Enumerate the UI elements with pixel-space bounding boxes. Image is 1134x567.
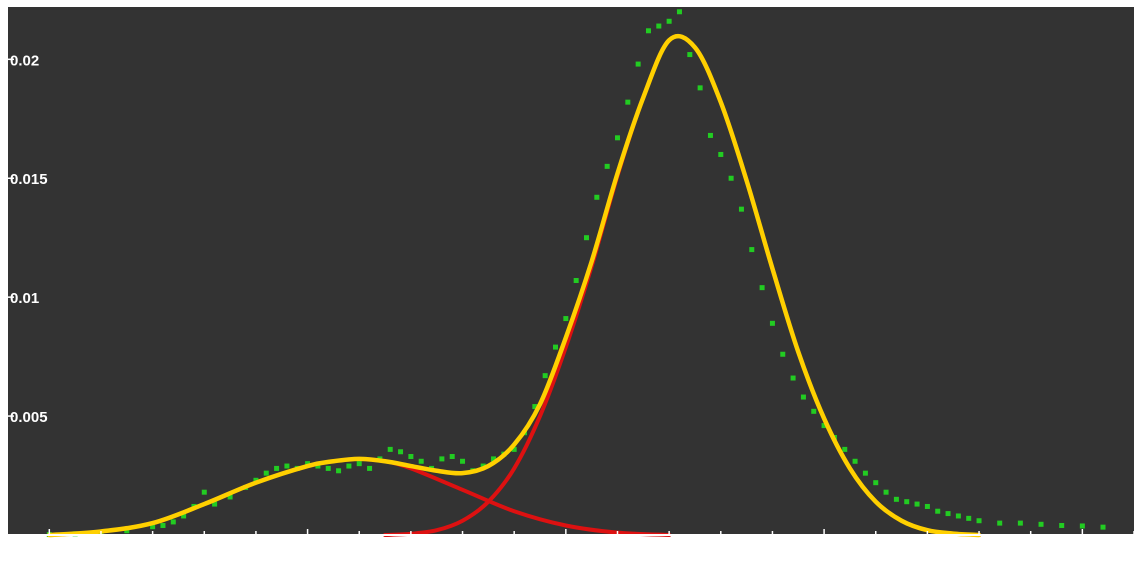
y-tick-label: 0.005 <box>10 409 48 426</box>
data-point <box>966 515 972 521</box>
data-point <box>893 496 899 502</box>
x-tick-label: 100 <box>553 543 578 560</box>
data-point <box>263 470 269 476</box>
data-point <box>635 61 641 67</box>
data-point <box>749 247 755 253</box>
data-point <box>687 52 693 58</box>
data-point <box>656 23 662 29</box>
data-point <box>212 501 218 507</box>
data-point <box>573 278 579 284</box>
data-point <box>914 501 920 507</box>
x-tick-label: 200 <box>1070 543 1095 560</box>
data-point <box>728 175 734 181</box>
data-point <box>439 456 445 462</box>
series-layer <box>46 9 1106 538</box>
data-point <box>790 375 796 381</box>
data-point <box>769 320 775 326</box>
data-point <box>408 454 414 460</box>
data-point <box>491 456 497 462</box>
x-tick-label: 150 <box>812 543 837 560</box>
data-point <box>645 28 651 34</box>
data-point <box>976 518 982 524</box>
data-point <box>945 511 951 517</box>
data-point <box>367 465 373 471</box>
data-point <box>532 404 538 410</box>
data-point <box>542 373 548 379</box>
data-point <box>511 446 517 452</box>
data-point <box>594 194 600 200</box>
data-point <box>718 151 724 157</box>
data-point <box>284 463 290 469</box>
data-point <box>811 408 817 414</box>
axis-layer: 0 50 100 150 200 0.005 0.01 0.015 0.02 <box>8 52 1134 560</box>
data-point <box>997 520 1003 526</box>
data-point <box>780 351 786 357</box>
data-point <box>862 470 868 476</box>
data-point <box>274 465 280 471</box>
x-tick-label: 0 <box>45 543 53 560</box>
data-point <box>935 508 941 514</box>
data-point <box>449 454 455 460</box>
sum-curve <box>47 33 982 538</box>
data-point <box>387 446 393 452</box>
data-point <box>955 513 961 519</box>
plot-background <box>8 7 1134 535</box>
data-point <box>759 285 765 291</box>
data-point <box>625 99 631 105</box>
data-point <box>873 480 879 486</box>
data-point <box>666 18 672 24</box>
data-point <box>305 461 311 467</box>
data-point <box>707 132 713 138</box>
data-point <box>697 85 703 91</box>
x-tick-label: 50 <box>299 543 316 560</box>
data-point <box>904 499 910 505</box>
data-point <box>181 513 187 519</box>
data-point <box>201 489 207 495</box>
data-point <box>924 503 930 509</box>
data-point <box>398 449 404 455</box>
data-point <box>1079 523 1085 529</box>
data-point <box>346 463 352 469</box>
y-tick-label: 0.02 <box>10 52 39 69</box>
data-point <box>418 458 424 464</box>
y-tick-label: 0.01 <box>10 290 39 307</box>
data-point <box>800 394 806 400</box>
data-point <box>325 465 331 471</box>
data-point <box>676 9 682 15</box>
data-point <box>821 423 827 429</box>
data-point <box>1059 522 1065 528</box>
data-point <box>842 446 848 452</box>
data-point <box>336 468 342 474</box>
data-point <box>553 344 558 350</box>
data-point <box>460 458 466 464</box>
data-point <box>852 458 858 464</box>
data-point <box>227 494 233 500</box>
data-point <box>1017 520 1023 526</box>
data-point <box>356 461 362 467</box>
data-point <box>738 206 744 212</box>
data-point <box>614 135 620 141</box>
y-tick-label: 0.015 <box>10 171 48 188</box>
data-point <box>160 522 166 528</box>
data-point <box>315 463 321 469</box>
data-point <box>883 489 889 495</box>
data-point <box>170 519 176 525</box>
data-point <box>584 235 589 241</box>
data-point <box>604 163 610 169</box>
data-point <box>1100 524 1106 530</box>
data-point <box>480 463 486 469</box>
data-point <box>1038 521 1044 527</box>
data-point <box>150 524 156 530</box>
data-point <box>563 316 569 322</box>
data-point <box>124 528 130 534</box>
